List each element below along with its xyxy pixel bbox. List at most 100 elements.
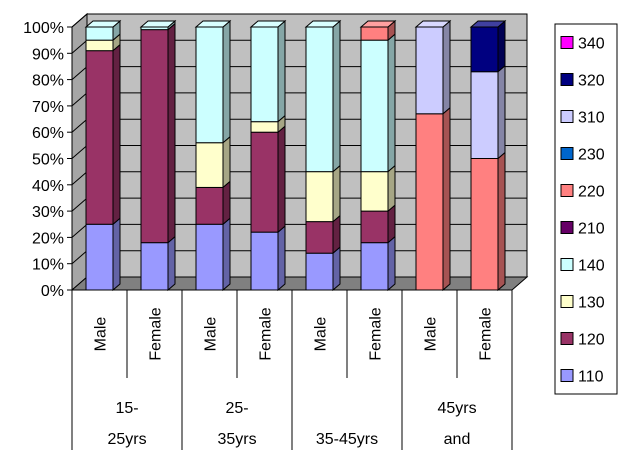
legend-item: 210 (560, 221, 605, 238)
bar-top (249, 20, 287, 28)
bar-top (469, 20, 507, 28)
legend-item: 320 (560, 73, 605, 90)
legend-label: 110 (578, 369, 604, 386)
bar-segment (84, 19, 122, 42)
bar-front (250, 231, 279, 291)
bar-side (442, 19, 451, 115)
bar-side (222, 19, 231, 144)
legend-label: 310 (578, 110, 605, 127)
bar-front (250, 26, 279, 123)
legend-label: 220 (578, 184, 605, 201)
bar-side (277, 125, 286, 234)
legend-label: 210 (578, 221, 605, 238)
legend-swatch (560, 258, 574, 271)
bar-side (332, 246, 341, 292)
bar-segment (85, 43, 121, 226)
bar-top (414, 20, 452, 28)
bar-segment (195, 135, 231, 189)
bar-column (304, 19, 342, 292)
bar-column (194, 19, 232, 292)
bar-front (360, 242, 389, 291)
bar-top (139, 20, 177, 28)
bar-front (470, 26, 499, 73)
legend-swatch (560, 110, 574, 123)
bar-side (167, 22, 176, 244)
legend-item: 110 (560, 369, 604, 386)
bars (84, 19, 507, 292)
y-tick-label: 0% (41, 283, 64, 300)
legend-swatch (560, 73, 574, 86)
bar-side (277, 225, 286, 292)
bar-side (387, 33, 396, 173)
legend-item: 220 (560, 184, 605, 201)
bar-front (305, 26, 334, 173)
bar-segment (195, 217, 231, 292)
bar-segment (469, 19, 507, 73)
bar-front (470, 158, 499, 291)
bar-top (304, 20, 342, 28)
bar-front (85, 223, 114, 291)
legend-item: 140 (560, 258, 605, 275)
y-tick-label: 10% (32, 257, 64, 274)
bar-segment (250, 225, 286, 292)
legend-label: 340 (578, 36, 605, 53)
legend-item: 310 (560, 110, 605, 127)
bar-segment (194, 19, 232, 144)
legend-swatch (560, 184, 574, 197)
bar-segment (249, 19, 287, 123)
bar-front (195, 26, 224, 144)
legend-swatch (560, 295, 574, 308)
bar-side (222, 135, 231, 189)
bar-segment (85, 33, 121, 52)
bar-front (360, 26, 389, 41)
y-tick-label: 40% (32, 178, 64, 195)
bar-segment (360, 164, 396, 213)
bar-side (497, 151, 506, 292)
bar-column (359, 19, 397, 292)
bar-segment (140, 22, 176, 244)
bar-front (415, 113, 444, 291)
bar-segment (305, 164, 341, 223)
bar-side (332, 19, 341, 173)
legend-swatch (560, 147, 574, 160)
legend-label: 120 (578, 332, 605, 349)
bar-segment (414, 19, 452, 115)
grid-line (71, 13, 527, 28)
bar-front (305, 252, 334, 291)
bar-front (415, 26, 444, 115)
bar-segment (304, 19, 342, 173)
bar-top (359, 20, 397, 28)
bar-front (85, 50, 114, 225)
bar-column (139, 19, 177, 292)
legend-label: 230 (578, 147, 605, 164)
legend-item: 130 (560, 295, 605, 312)
legend-swatch (560, 36, 574, 49)
chart-walls (70, 12, 529, 292)
bar-column (84, 19, 122, 292)
bar-side (167, 235, 176, 292)
y-axis: 0% 10% 20% 30% 40% 50% 60% 70% 80% 90% 100% (23, 20, 73, 300)
bar-segment (359, 19, 397, 42)
bar-side (222, 180, 231, 226)
legend-swatch (560, 369, 574, 382)
bar-side (332, 164, 341, 223)
x-group-label: 25- (225, 400, 248, 417)
bar-top (194, 20, 232, 28)
bar-side (497, 64, 506, 160)
bar-segment (360, 235, 396, 292)
legend-item: 340 (560, 36, 605, 53)
bar-side (442, 106, 451, 292)
legend-item: 230 (560, 147, 605, 164)
x-group-label: 15- (115, 400, 138, 417)
y-tick-label: 30% (32, 204, 64, 221)
bar-segment (470, 151, 506, 292)
bar-front (305, 221, 334, 254)
bar-front (140, 242, 169, 291)
y-tick-label: 100% (23, 20, 64, 37)
legend-label: 320 (578, 73, 605, 90)
bar-front (250, 131, 279, 233)
bar-side (387, 235, 396, 292)
legend-item: 120 (560, 332, 605, 349)
legend-label: 140 (578, 258, 605, 275)
